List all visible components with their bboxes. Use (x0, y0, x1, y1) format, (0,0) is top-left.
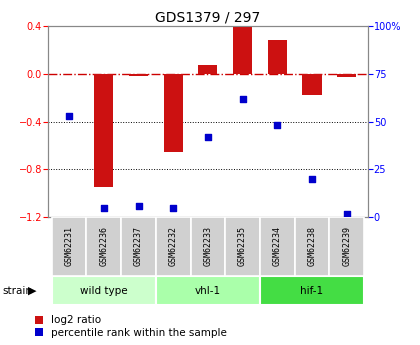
Text: ▶: ▶ (28, 286, 37, 296)
Text: GSM62232: GSM62232 (169, 226, 178, 266)
Bar (260, 217, 295, 276)
Point (100, 205, 107, 210)
Bar (302, 74, 322, 95)
Bar (233, 27, 252, 74)
Point (66, 113, 73, 119)
Point (170, 205, 176, 210)
Text: GSM62234: GSM62234 (273, 226, 282, 266)
Text: wild type: wild type (80, 286, 128, 296)
Bar (198, 65, 218, 74)
Bar (191, 217, 225, 276)
Point (274, 123, 281, 128)
Text: hif-1: hif-1 (300, 286, 323, 296)
Point (343, 211, 350, 216)
Text: GSM62237: GSM62237 (134, 226, 143, 266)
Point (135, 203, 142, 209)
Bar (268, 40, 287, 74)
Point (205, 134, 211, 140)
Text: GSM62239: GSM62239 (342, 226, 351, 266)
Bar (94, 74, 113, 187)
Bar (156, 276, 260, 305)
Bar (121, 217, 156, 276)
Bar (156, 217, 191, 276)
Text: vhl-1: vhl-1 (195, 286, 221, 296)
Bar (337, 74, 356, 77)
Text: strain: strain (2, 286, 32, 296)
Bar (295, 217, 329, 276)
Text: GSM62235: GSM62235 (238, 226, 247, 266)
Text: GSM62238: GSM62238 (307, 226, 317, 266)
Title: GDS1379 / 297: GDS1379 / 297 (155, 11, 260, 25)
Bar (52, 217, 87, 276)
Point (309, 176, 315, 182)
Text: GSM62236: GSM62236 (99, 226, 108, 266)
Bar (129, 74, 148, 76)
Bar (52, 276, 156, 305)
Bar (87, 217, 121, 276)
Text: GSM62231: GSM62231 (65, 226, 73, 266)
Bar (164, 74, 183, 151)
Bar (225, 217, 260, 276)
Legend: log2 ratio, percentile rank within the sample: log2 ratio, percentile rank within the s… (34, 315, 227, 338)
Point (239, 96, 246, 101)
Text: GSM62233: GSM62233 (203, 226, 213, 266)
Bar (260, 276, 364, 305)
Bar (329, 217, 364, 276)
